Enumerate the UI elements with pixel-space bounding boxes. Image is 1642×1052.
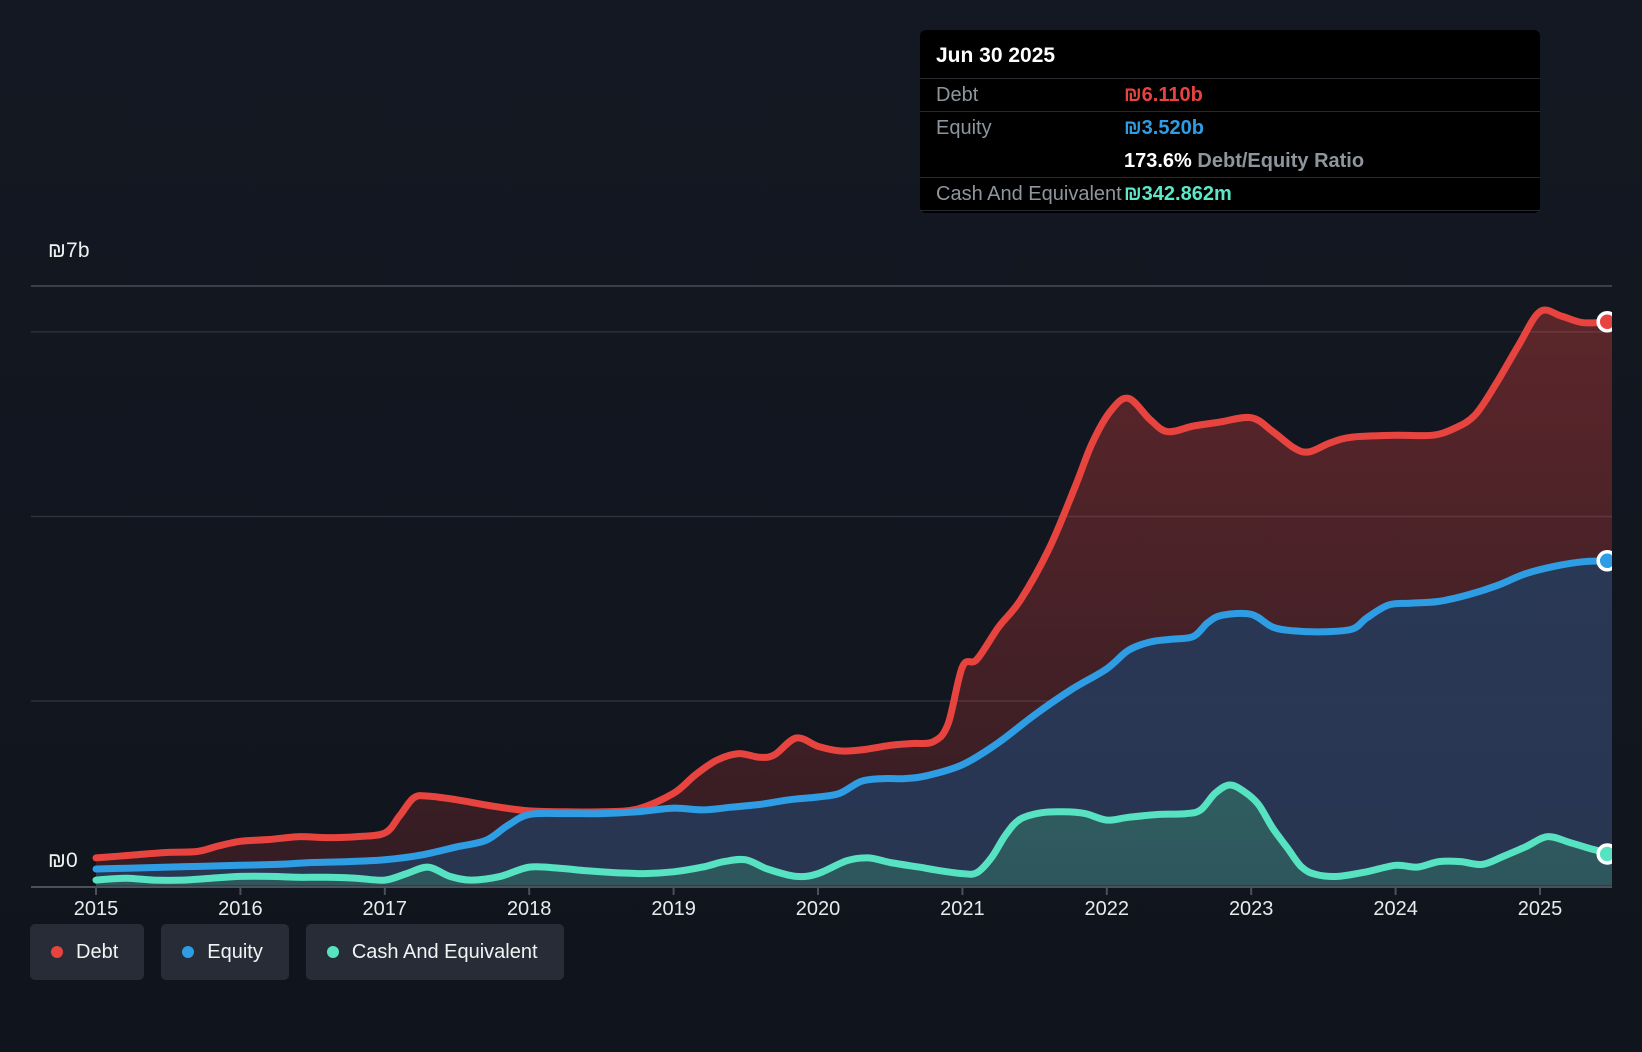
- tooltip-ratio-value: 173.6% Debt/Equity Ratio: [1124, 150, 1364, 173]
- tooltip-cash-row: Cash And Equivalent ₪342.862m: [920, 178, 1540, 211]
- equity-endpoint-marker[interactable]: [1596, 550, 1616, 572]
- tooltip-cash-label: Cash And Equivalent: [936, 182, 1122, 205]
- x-axis-label: 2021: [940, 898, 985, 920]
- debt-dot-icon: [51, 946, 63, 958]
- x-axis-label: 2015: [74, 898, 119, 920]
- x-axis-label: 2023: [1229, 898, 1274, 920]
- x-axis-label: 2022: [1085, 898, 1130, 920]
- equity-line: [92, 557, 1612, 873]
- x-axis-label: 2024: [1373, 898, 1418, 920]
- x-axis-label: 2025: [1518, 898, 1563, 920]
- tooltip-equity-label: Equity: [936, 117, 992, 139]
- x-axis-label: 2019: [651, 898, 696, 920]
- legend-item-cash[interactable]: Cash And Equivalent: [305, 924, 564, 980]
- tooltip-equity-value: ₪3.520b: [1124, 117, 1204, 139]
- y-axis-max-label: ₪7b: [48, 239, 90, 262]
- tooltip-date: Jun 30 2025: [920, 30, 1540, 79]
- chart-tooltip: Jun 30 2025 Debt ₪6.110b Equity ₪3.520b …: [920, 30, 1540, 213]
- legend-cash-label: Cash And Equivalent: [351, 940, 538, 963]
- legend-debt-label: Debt: [76, 940, 119, 963]
- cash-area: [96, 784, 1612, 886]
- tooltip-debt-row: Debt ₪6.110b: [920, 79, 1540, 112]
- tooltip-ratio-percent: 173.6%: [1124, 149, 1192, 172]
- cash-line: [92, 781, 1612, 884]
- tooltip-cash-value: ₪342.862m: [1124, 182, 1232, 205]
- cash-dot-icon: [326, 946, 339, 958]
- debt-line: [92, 306, 1612, 862]
- legend-equity-label: Equity: [207, 940, 263, 963]
- debt-endpoint-marker[interactable]: [1596, 311, 1616, 333]
- plot-area: [92, 306, 1616, 886]
- legend-item-equity[interactable]: Equity: [161, 924, 289, 980]
- chart-legend: Debt Equity Cash And Equivalent: [30, 924, 564, 980]
- legend-item-debt[interactable]: Debt: [30, 924, 145, 980]
- x-axis-label: 2016: [218, 898, 263, 920]
- x-axis-label: 2018: [507, 898, 552, 920]
- cash-endpoint-marker[interactable]: [1596, 843, 1616, 865]
- y-axis-min-label: ₪0: [48, 849, 78, 872]
- tooltip-debt-value: ₪6.110b: [1124, 83, 1203, 106]
- equity-dot-icon: [182, 946, 195, 958]
- x-axis-label: 2020: [796, 898, 841, 920]
- x-axis-label: 2017: [363, 898, 408, 920]
- tooltip-debt-label: Debt: [936, 83, 979, 106]
- tooltip-equity-row: Equity ₪3.520b: [920, 112, 1540, 145]
- tooltip-ratio-row: 173.6% Debt/Equity Ratio: [920, 145, 1540, 178]
- tooltip-ratio-label: Debt/Equity Ratio: [1197, 149, 1365, 172]
